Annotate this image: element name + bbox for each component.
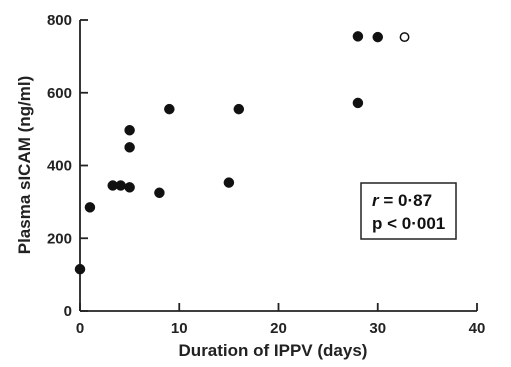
y-axis-title: Plasma sICAM (ng/ml): [15, 76, 34, 255]
data-point: [124, 182, 135, 193]
x-tick-label: 20: [270, 320, 287, 337]
data-point: [115, 180, 126, 191]
data-point: [233, 103, 245, 115]
x-axis-title: Duration of IPPV (days): [179, 341, 368, 360]
data-point: [164, 103, 175, 115]
statistics-box-border: [360, 182, 457, 240]
x-tick-label: 40: [469, 320, 486, 337]
data-point: [74, 263, 86, 275]
data-point: [223, 177, 235, 188]
r-symbol: r: [372, 191, 380, 210]
y-tick-label: 600: [47, 85, 72, 102]
data-point: [352, 31, 364, 42]
data-points: [74, 31, 410, 275]
data-point-open: [399, 32, 410, 43]
r-value: = 0·87: [379, 191, 432, 210]
data-point: [154, 187, 165, 199]
y-tick-label: 200: [47, 230, 72, 247]
correlation-text: r = 0·87: [372, 191, 432, 210]
y-tick-label: 400: [47, 158, 72, 175]
y-ticks: 0 200 400 600 800: [47, 12, 88, 320]
y-tick-label: 800: [47, 12, 72, 29]
axes: [79, 20, 477, 312]
statistics-box: r = 0·87 p < 0·001: [360, 182, 457, 240]
data-point: [124, 142, 135, 153]
data-point: [352, 97, 364, 109]
x-tick-label: 0: [76, 320, 84, 337]
y-tick-label: 0: [64, 303, 72, 320]
x-tick-label: 10: [171, 320, 188, 337]
x-tick-label: 30: [369, 320, 386, 337]
data-point: [124, 124, 135, 136]
x-ticks: 0 10 20 30 40: [76, 303, 486, 337]
data-point: [372, 31, 383, 43]
p-value-text: p < 0·001: [372, 214, 445, 233]
data-point: [84, 202, 96, 213]
